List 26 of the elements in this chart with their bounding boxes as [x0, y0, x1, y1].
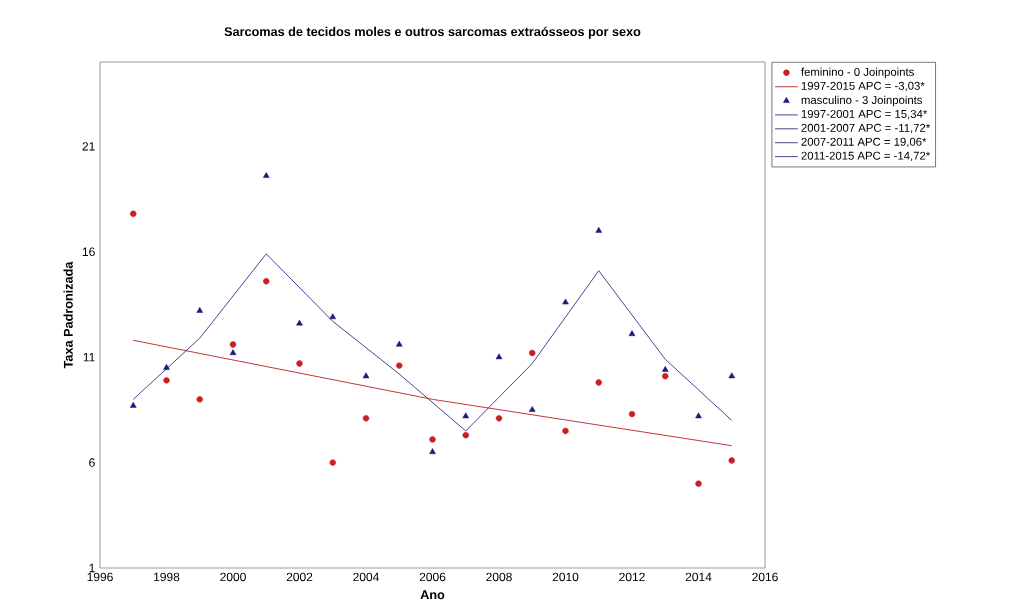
y-tick-label: 16: [82, 247, 95, 257]
y-tick-label: 11: [83, 353, 95, 362]
x-tick-label: 1996: [87, 572, 113, 582]
legend-label: 1997-2015 APC = -3,03*: [801, 81, 925, 92]
y-tick-label: 21: [82, 142, 95, 151]
x-tick-label: 2006: [419, 572, 446, 582]
legend-label: 2011-2015 APC = -14,72*: [801, 151, 931, 162]
x-tick-label: 2002: [286, 572, 313, 582]
x-tick-label: 2004: [353, 572, 379, 582]
x-tick-label: 2010: [552, 572, 579, 582]
y-axis-title: Taxa Padronizada: [63, 261, 73, 369]
legend-label: masculino - 3 Joinpoints: [801, 95, 923, 107]
x-tick-label: 2016: [752, 572, 778, 582]
x-tick-label: 2000: [220, 572, 246, 582]
chart-title: Sarcomas de tecidos moles e outros sarcomas extraósseos por sexo: [224, 26, 641, 39]
x-tick-label: 2012: [619, 572, 645, 582]
y-tick-label: 1: [89, 563, 95, 573]
legend-label: 2001-2007 APC = -11,72*: [801, 123, 931, 134]
legend-label: 2007-2011 APC = 19,06*: [801, 137, 927, 148]
legend-label: feminino - 0 Joinpoints: [801, 67, 914, 79]
x-axis-title: Ano: [420, 590, 445, 600]
y-tick-label: 6: [89, 458, 95, 467]
x-tick-label: 2014: [685, 572, 712, 582]
legend-label: 1997-2001 APC = 15,34*: [801, 109, 928, 120]
x-tick-label: 2008: [486, 572, 512, 582]
x-tick-label: 1998: [154, 572, 180, 582]
